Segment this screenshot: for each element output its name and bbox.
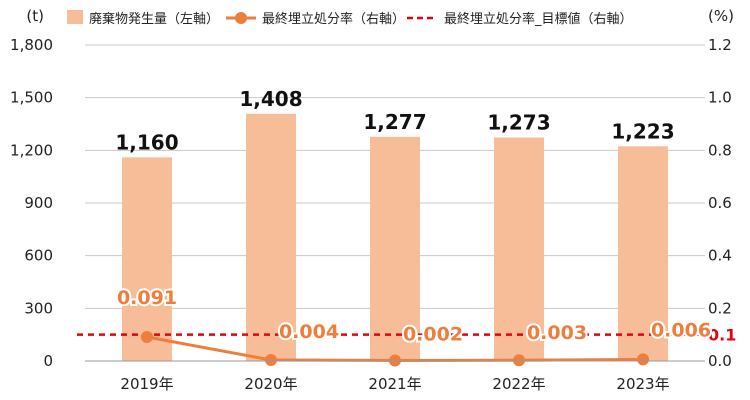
left-tick-label: 1,200 [10, 141, 53, 159]
rate-value-label: 0.006 [651, 319, 711, 341]
legend: 廃棄物発生量（左軸） 最終埋立処分率（右軸） 最終埋立処分率_目標値（右軸） [67, 10, 633, 27]
right-tick-label: 0.8 [708, 141, 732, 159]
bar-value-label: 1,160 [115, 130, 178, 154]
rate-line-group [141, 331, 649, 367]
rate-point [637, 353, 649, 366]
rate-point [513, 354, 525, 367]
left-tick-label: 600 [24, 247, 53, 265]
data-labels: 1,160 1,408 1,277 1,273 1,223 0.1 0.091 0.004 0.… [115, 87, 736, 348]
rate-value-label: 0.003 [527, 322, 587, 344]
legend-label-target: 最終埋立処分率_目標値（右軸） [444, 11, 633, 27]
bar [246, 113, 296, 361]
right-tick-label: 0.2 [708, 299, 732, 317]
right-tick-label: 0.0 [708, 352, 732, 370]
left-tick-label: 900 [24, 194, 53, 212]
left-tick-label: 1,800 [10, 36, 53, 54]
bar [494, 137, 544, 361]
left-axis-unit: (t) [26, 7, 44, 25]
bar-value-label: 1,408 [239, 87, 302, 111]
rate-point [141, 331, 153, 344]
right-tick-label: 1.2 [708, 36, 732, 54]
bar [370, 136, 420, 361]
legend-label-bar: 廃棄物発生量（左軸） [89, 11, 219, 27]
left-tick-label: 0 [43, 352, 53, 370]
left-tick-label: 1,500 [10, 89, 53, 107]
bar [618, 146, 668, 361]
rate-value-label: 0.002 [403, 323, 463, 345]
rate-point [389, 354, 401, 367]
x-tick-label: 2021年 [368, 375, 421, 393]
legend-swatch-bar [67, 10, 83, 24]
right-tick-label: 0.6 [708, 194, 732, 212]
legend-label-rate: 最終埋立処分率（右軸） [262, 11, 405, 27]
rate-value-label: 0.004 [279, 321, 339, 343]
axes: 0 300 600 900 1,200 1,500 1,800 0.0 0.2 0.4 0.6 0.8… [10, 7, 734, 393]
left-tick-label: 300 [24, 299, 53, 317]
target-value-label: 0.1 [708, 326, 736, 345]
x-tick-label: 2022年 [492, 375, 545, 393]
bar-value-label: 1,223 [611, 119, 674, 143]
bar-value-label: 1,273 [487, 111, 550, 135]
right-tick-label: 1.0 [708, 89, 732, 107]
bar [122, 157, 172, 361]
bars [122, 113, 668, 361]
bar-value-label: 1,277 [363, 110, 426, 134]
x-tick-label: 2020年 [244, 375, 297, 393]
right-tick-label: 0.4 [708, 247, 732, 265]
x-tick-label: 2019年 [120, 375, 173, 393]
right-axis-unit: (%) [708, 7, 734, 25]
legend-swatch-rate-point [235, 12, 247, 24]
rate-point [265, 353, 277, 366]
x-tick-label: 2023年 [616, 375, 669, 393]
rate-value-label: 0.091 [117, 287, 177, 309]
